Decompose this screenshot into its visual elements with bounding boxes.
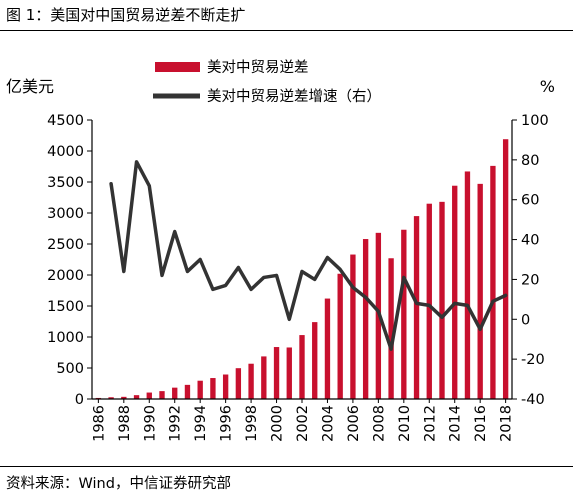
left-tick-label: 4500 — [47, 113, 84, 129]
bar-1989 — [133, 395, 140, 399]
bar-2001 — [286, 347, 292, 399]
x-tick-label: 2008 — [371, 405, 387, 442]
bar-2009 — [388, 258, 394, 399]
bar-1997 — [235, 368, 242, 399]
bar-1996 — [222, 374, 229, 399]
growth-line — [109, 160, 508, 351]
x-tick-label: 1996 — [219, 405, 235, 442]
left-axis-unit: 亿美元 — [6, 77, 54, 96]
bar-2017 — [490, 165, 496, 399]
source-note: 资料来源：Wind，中信证券研究部 — [6, 476, 231, 492]
right-tick-label: 100 — [521, 113, 549, 129]
bar-1988 — [121, 396, 127, 399]
bar-2002 — [299, 335, 305, 399]
bar-1991 — [159, 391, 165, 399]
bar-2013 — [439, 201, 445, 399]
x-tick-label: 1992 — [168, 405, 184, 442]
right-tick-label: 80 — [521, 153, 539, 169]
bar-1995 — [210, 378, 216, 399]
legend: 美对中贸易逆差 美对中贸易逆差增速（右） — [153, 59, 381, 105]
title-divider — [0, 30, 573, 31]
right-tick-label: 60 — [521, 193, 539, 209]
bar-2014 — [452, 185, 458, 399]
x-tick-label: 2002 — [295, 405, 311, 442]
x-tick-label: 2000 — [270, 405, 286, 442]
legend-label-line: 美对中贸易逆差增速（右） — [207, 88, 381, 105]
left-tick-label: 3500 — [47, 175, 84, 191]
bar-1987 — [108, 397, 114, 399]
bar-1998 — [248, 363, 254, 399]
bar-2006 — [350, 254, 356, 399]
x-tick-label: 1990 — [142, 405, 158, 442]
x-tick-label: 2016 — [473, 405, 489, 442]
left-tick-label: 2000 — [47, 268, 84, 284]
right-axis-ticks: -40 -20 0 20 40 60 80 100 — [512, 113, 549, 408]
x-tick-label: 1998 — [244, 405, 260, 442]
right-tick-label: -20 — [521, 352, 545, 368]
bar-2018 — [502, 139, 509, 399]
chart-title: 图 1：美国对中国贸易逆差不断走扩 — [6, 6, 246, 24]
x-tick-label: 2010 — [397, 405, 413, 442]
bar-1992 — [172, 387, 178, 399]
source-divider — [0, 466, 573, 467]
right-tick-label: -40 — [521, 392, 545, 408]
right-tick-label: 0 — [521, 312, 530, 328]
left-tick-label: 500 — [56, 361, 84, 377]
bar-2016 — [477, 183, 483, 399]
x-tick-label: 1986 — [91, 405, 107, 442]
left-tick-label: 3000 — [47, 206, 84, 222]
x-tick-label: 2018 — [499, 405, 515, 442]
bar-2010 — [401, 229, 407, 399]
right-tick-label: 40 — [521, 233, 539, 249]
bar-2000 — [273, 347, 280, 399]
bar-2012 — [426, 203, 432, 399]
left-tick-label: 1500 — [47, 299, 84, 315]
bar-1999 — [261, 356, 267, 399]
bar-2011 — [413, 216, 420, 399]
x-tick-label: 2014 — [448, 405, 464, 442]
right-tick-label: 20 — [521, 272, 539, 288]
bar-1990 — [146, 392, 152, 399]
x-axis-ticks: 1986 1988 1990 1992 1994 1996 1998 2000 2002 2004… — [91, 399, 515, 442]
legend-label-bars: 美对中贸易逆差 — [207, 59, 309, 76]
left-tick-label: 0 — [75, 392, 84, 408]
bar-1994 — [197, 380, 203, 399]
right-axis-unit: % — [540, 77, 555, 96]
bar-2003 — [312, 322, 318, 399]
left-tick-label: 2500 — [47, 237, 84, 253]
bar-2007 — [362, 239, 369, 399]
bar-series — [95, 139, 509, 399]
left-tick-label: 1000 — [47, 330, 84, 346]
line-series — [109, 160, 508, 351]
x-tick-label: 1994 — [193, 405, 209, 442]
x-tick-label: 1988 — [117, 405, 133, 442]
left-tick-label: 4000 — [47, 144, 84, 160]
legend-swatch-bars — [155, 62, 200, 72]
left-axis-ticks: 0 500 1000 1500 2000 2500 3000 3500 4000 4500 — [47, 113, 92, 408]
x-tick-label: 2006 — [346, 405, 362, 442]
x-tick-label: 2004 — [320, 405, 336, 442]
bar-2004 — [324, 298, 331, 399]
x-tick-label: 2012 — [422, 405, 438, 442]
bar-2005 — [337, 273, 343, 399]
bar-1993 — [184, 384, 191, 399]
bar-2015 — [464, 171, 471, 399]
